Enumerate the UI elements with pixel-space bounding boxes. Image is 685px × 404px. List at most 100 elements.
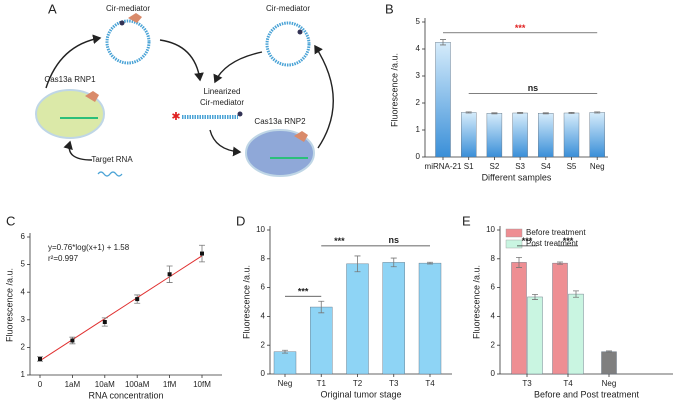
error-bar [282, 349, 288, 354]
label: Target RNA [91, 155, 133, 164]
icon [128, 13, 142, 23]
annotation: ns [528, 83, 539, 93]
y-tick-label: 4 [261, 312, 266, 321]
y-tick-label: 2 [261, 340, 266, 349]
x-axis-label: RNA concentration [88, 390, 163, 400]
panel-label: A [48, 1, 57, 16]
arrow [45, 34, 102, 89]
error-bar [573, 290, 579, 298]
label: Cir-mediator [200, 98, 244, 107]
bar [601, 351, 617, 375]
x-tick-label: Neg [590, 162, 605, 171]
annotation: ns [388, 235, 399, 245]
bar [382, 262, 405, 375]
icon [85, 91, 99, 102]
error-bar [427, 261, 433, 265]
y-tick-label: 1 [21, 370, 26, 379]
legend-label: Post treatment [526, 239, 579, 248]
panel-label: D [236, 213, 245, 228]
panel: D 0 2 4 6 8 10 Neg T1 T2 T3 T4 Original tumor stage F… [236, 213, 452, 399]
oval [245, 129, 315, 177]
x-tick-label: 10fM [193, 380, 211, 389]
error-bar [594, 111, 601, 114]
error-bar [517, 112, 524, 114]
error-bar [465, 111, 472, 114]
y-tick-label: 4 [491, 312, 496, 321]
annotation: *** [334, 236, 345, 246]
y-axis-label: Fluorescence /a.u. [471, 265, 481, 339]
y-tick-label: 1 [416, 125, 421, 134]
label: Cir-mediator [266, 4, 310, 13]
panel: B 0 1 2 3 4 5 miRNA-21 S1 S2 S3 S4 S5 Neg Different sa… [385, 1, 608, 182]
y-tick-label: 5 [416, 17, 421, 26]
label: Cas13a RNP2 [254, 117, 306, 126]
y-tick-label: 5 [21, 260, 26, 269]
panel: C 1 2 3 4 5 6 0 1aM 10aM 100aM 1fM 10fM RNA concentra… [4, 213, 222, 400]
error-bar [542, 112, 549, 115]
x-tick-label: S1 [464, 162, 474, 171]
point [167, 272, 172, 277]
x-axis-label: Original tumor stage [320, 389, 401, 399]
x-axis-label: Before and Post treatment [534, 389, 640, 399]
bar [310, 306, 333, 375]
bar [568, 293, 584, 375]
arrow [63, 140, 93, 161]
error-bar [354, 255, 361, 273]
x-tick-label: 100aM [125, 380, 150, 389]
point [70, 338, 75, 343]
bar [511, 262, 527, 375]
label: Cas13a RNP1 [44, 75, 96, 84]
label: Linearized [204, 87, 241, 96]
y-tick-label: 8 [491, 254, 496, 263]
x-tick-label: T4 [563, 379, 573, 388]
star: ✱ [171, 111, 180, 123]
bar [527, 296, 543, 375]
arrow [314, 44, 334, 149]
panel-a: A Cir-mediator Cas13a RNP1 Linearized Ci… [35, 1, 334, 177]
x-tick-label: S5 [567, 162, 577, 171]
point [102, 320, 107, 325]
x-tick-label: Neg [278, 379, 293, 388]
point [135, 297, 140, 302]
y-axis-label: Fluorescence /a.u. [389, 53, 399, 127]
x-tick-label: Neg [602, 379, 617, 388]
point [200, 251, 204, 256]
x-tick-label: T2 [353, 379, 363, 388]
bar [461, 112, 477, 158]
x-tick-label: 10aM [95, 380, 115, 389]
circle [265, 21, 311, 67]
legend-label: Before treatment [526, 228, 586, 237]
y-tick-label: 6 [261, 283, 266, 292]
icon [294, 131, 308, 142]
bar [486, 113, 503, 158]
circle [105, 19, 151, 65]
arrow [213, 51, 263, 84]
label: Cir-mediator [106, 4, 150, 13]
bar [512, 112, 528, 158]
legend-swatch [505, 228, 523, 238]
panel-label: B [385, 1, 394, 16]
y-tick-label: 4 [21, 287, 26, 296]
annotation: r²=0.997 [48, 254, 79, 263]
error-bar [568, 112, 575, 114]
error-bar [557, 261, 563, 265]
point [38, 356, 42, 361]
bar [418, 262, 442, 375]
bar [346, 263, 369, 375]
error-bar [606, 350, 612, 353]
y-tick-label: 2 [21, 343, 26, 352]
x-axis-label: Different samples [482, 172, 552, 182]
error-bar [318, 300, 325, 314]
legend-swatch [505, 239, 523, 249]
bar [435, 42, 451, 158]
error-bar [440, 39, 446, 46]
y-tick-label: 10 [486, 225, 495, 234]
y-axis-label: Fluorescence /a.u. [241, 265, 251, 339]
bar [589, 112, 605, 158]
y-tick-label: 10 [256, 225, 265, 234]
x-tick-label: S3 [515, 162, 525, 171]
x-tick-label: 1fM [163, 380, 177, 389]
annotation: *** [515, 23, 526, 33]
arrow [209, 129, 242, 157]
x-tick-label: S4 [541, 162, 551, 171]
